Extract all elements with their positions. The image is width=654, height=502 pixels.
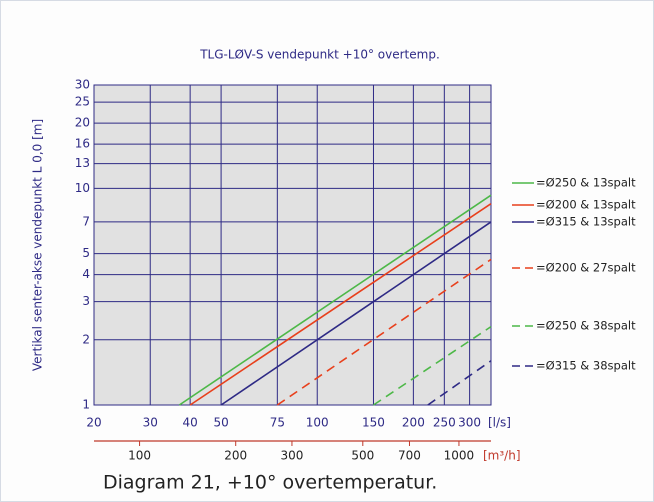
y-tick-label: 25 — [75, 95, 90, 109]
x-tick-label: 100 — [306, 416, 329, 430]
y-tick-label: 2 — [82, 332, 90, 346]
x-tick-label: 50 — [213, 416, 228, 430]
series-line — [373, 325, 492, 406]
series-line — [220, 221, 492, 406]
plot-border — [93, 84, 492, 406]
x2-unit: [m³/h] — [483, 449, 521, 463]
chart-title: TLG-LØV-S vendepunkt +10° overtemp. — [199, 48, 440, 62]
x2-tick-label: 300 — [280, 449, 303, 463]
series-line — [178, 194, 492, 406]
y-tick-label: 13 — [75, 156, 90, 170]
legend-label: =Ø200 & 13spalt — [536, 198, 636, 212]
legend-label: =Ø250 & 38spalt — [536, 319, 636, 333]
plot-area — [94, 85, 491, 405]
y-tick-label: 5 — [82, 246, 90, 260]
x2-tick-label: 1000 — [444, 449, 475, 463]
series-line — [427, 360, 492, 406]
x-tick-label: 40 — [183, 416, 198, 430]
legend-label: =Ø200 & 27spalt — [536, 261, 636, 275]
y-tick-label: 10 — [75, 181, 90, 195]
x2-tick-label: 200 — [224, 449, 247, 463]
caption: Diagram 21, +10° overtemperatur. — [103, 472, 437, 494]
y-tick-label: 20 — [75, 116, 90, 130]
x2-tick-label: 500 — [351, 449, 374, 463]
legend-label: =Ø250 & 13spalt — [536, 176, 636, 190]
x-tick-label: 20 — [86, 416, 101, 430]
x2-tick-label: 100 — [128, 449, 151, 463]
y-tick-label: 16 — [75, 137, 90, 151]
y-tick-label: 1 — [82, 398, 90, 412]
y-tick-label: 30 — [75, 78, 90, 92]
x2-tick-label: 700 — [398, 449, 421, 463]
x-tick-label: 300 — [458, 416, 481, 430]
y-axis-label: Vertikal senter-akse vendepunkt L 0,0 [m… — [31, 119, 45, 371]
x-tick-label: 150 — [362, 416, 385, 430]
y-tick-label: 4 — [82, 267, 90, 281]
series-line — [189, 202, 492, 406]
legend-label: =Ø315 & 13spalt — [536, 215, 636, 229]
y-tick-label: 7 — [82, 214, 90, 228]
x-unit: [l/s] — [488, 416, 511, 430]
x-tick-label: 30 — [143, 416, 158, 430]
x-tick-label: 75 — [270, 416, 285, 430]
series-line — [276, 258, 492, 406]
legend-label: =Ø315 & 38spalt — [536, 359, 636, 373]
x-tick-label: 250 — [433, 416, 456, 430]
y-tick-label: 3 — [82, 294, 90, 308]
x-tick-label: 200 — [402, 416, 425, 430]
